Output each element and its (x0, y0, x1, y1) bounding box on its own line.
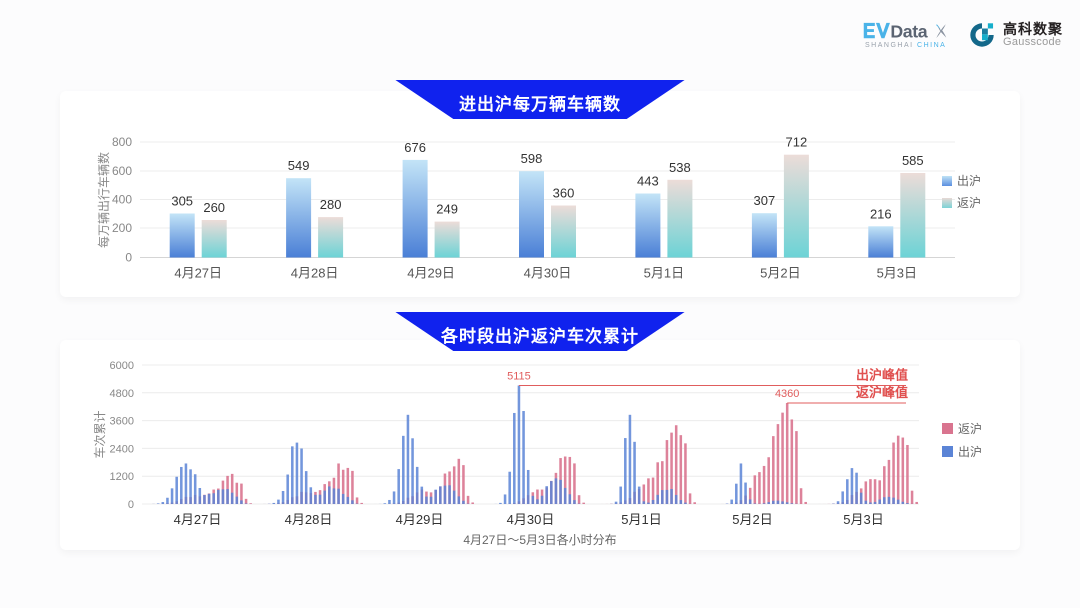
svg-text:5月2日: 5月2日 (760, 266, 800, 281)
svg-text:Data: Data (890, 21, 927, 41)
svg-text:5月3日: 5月3日 (843, 512, 883, 527)
svg-text:4月30日: 4月30日 (524, 266, 572, 281)
svg-text:5月1日: 5月1日 (621, 512, 661, 527)
svg-text:4月27日: 4月27日 (174, 512, 222, 527)
svg-text:676: 676 (404, 140, 426, 155)
svg-text:443: 443 (637, 174, 659, 189)
svg-text:600: 600 (112, 164, 132, 178)
svg-text:0: 0 (128, 499, 134, 511)
svg-text:4月28日: 4月28日 (291, 266, 339, 281)
svg-text:200: 200 (112, 221, 132, 235)
svg-text:3600: 3600 (110, 416, 134, 428)
svg-text:4360: 4360 (775, 388, 799, 400)
svg-text:4月27日: 4月27日 (174, 266, 222, 281)
svg-text:6000: 6000 (110, 360, 134, 372)
svg-text:360: 360 (553, 186, 575, 201)
svg-text:4月29日: 4月29日 (396, 512, 444, 527)
svg-text:车次累计: 车次累计 (92, 410, 107, 458)
svg-text:260: 260 (203, 200, 225, 215)
svg-text:4月30日: 4月30日 (507, 512, 555, 527)
svg-text:538: 538 (669, 160, 691, 175)
svg-text:4月28日: 4月28日 (285, 512, 333, 527)
svg-text:712: 712 (786, 135, 808, 150)
svg-text:返沪峰值: 返沪峰值 (856, 385, 908, 400)
svg-text:400: 400 (112, 193, 132, 207)
svg-text:549: 549 (288, 158, 310, 173)
svg-text:800: 800 (112, 135, 132, 149)
svg-text:0: 0 (125, 251, 132, 265)
svg-text:598: 598 (521, 151, 543, 166)
svg-text:出沪峰值: 出沪峰值 (856, 368, 908, 383)
svg-text:4月29日: 4月29日 (407, 266, 455, 281)
svg-text:5115: 5115 (507, 371, 531, 383)
svg-text:585: 585 (902, 153, 924, 168)
svg-text:2400: 2400 (110, 443, 134, 455)
svg-text:每万辆出行车辆数: 每万辆出行车辆数 (96, 152, 111, 248)
svg-text:4800: 4800 (110, 388, 134, 400)
svg-text:307: 307 (754, 193, 776, 208)
svg-text:280: 280 (320, 197, 342, 212)
svg-text:5月3日: 5月3日 (877, 266, 917, 281)
svg-text:5月2日: 5月2日 (732, 512, 772, 527)
svg-text:5月1日: 5月1日 (644, 266, 684, 281)
svg-text:1200: 1200 (110, 471, 134, 483)
svg-text:249: 249 (436, 202, 458, 217)
svg-text:305: 305 (171, 194, 193, 209)
svg-text:216: 216 (870, 206, 892, 221)
